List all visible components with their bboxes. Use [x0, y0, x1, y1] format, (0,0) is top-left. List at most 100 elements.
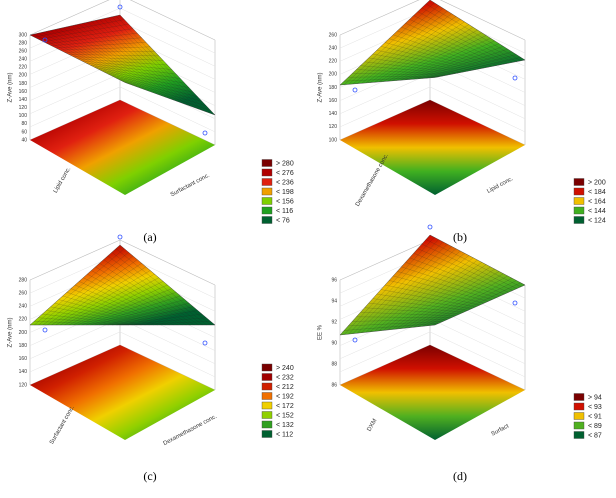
mesh-line: [90, 65, 181, 79]
z-tick-label: 300: [19, 32, 28, 38]
legend-label: < 76: [276, 217, 290, 224]
z-tick-label: 86: [331, 382, 337, 388]
z-axis-title: Z-Ave (nm): [8, 318, 14, 348]
z-tick-label: 120: [19, 105, 28, 111]
mesh-line: [112, 313, 203, 326]
legend-label: > 200: [588, 179, 606, 186]
legend-swatch: [261, 382, 273, 391]
mesh-line: [422, 51, 513, 79]
mesh-line: [86, 62, 177, 75]
mesh-line: [99, 19, 195, 108]
mesh-line: [421, 7, 517, 62]
mesh-line: [103, 71, 194, 93]
mesh-line: [384, 42, 481, 69]
data-point: [202, 130, 208, 136]
legend-swatch: [573, 402, 585, 411]
legend-swatch: [261, 197, 273, 205]
z-tick-label: 180: [19, 81, 28, 87]
mesh-line: [400, 38, 491, 81]
mesh-line: [87, 22, 183, 104]
x-axis-title: DXM: [367, 418, 379, 433]
legend-label: < 152: [276, 412, 294, 419]
box-edge: [29, 239, 121, 281]
floor-contour: [340, 100, 525, 195]
legend-label: < 112: [276, 431, 293, 438]
mesh-line: [111, 16, 207, 113]
floor-contour: [30, 100, 215, 195]
z-tick-label: 100: [329, 137, 338, 143]
z-tick-label: 260: [19, 290, 28, 296]
legend-label: < 144: [588, 208, 606, 215]
x-axis-title: Surfactant conc.: [49, 405, 76, 446]
legend-label: < 172: [276, 403, 294, 410]
response-surface: [29, 244, 216, 326]
legend-label: < 212: [276, 384, 294, 391]
mesh-line: [91, 270, 187, 326]
mesh-line: [120, 321, 211, 326]
panel: 260 240 220 200 180 160 140 120 100 Z-Ave (nm) Dex…: [318, 0, 606, 244]
box-edge: [119, 239, 216, 286]
y-axis-title: Surfactant conc.: [170, 173, 211, 199]
legend-label: < 232: [276, 374, 294, 381]
legend-swatch: [261, 363, 273, 372]
legend-swatch: [261, 178, 273, 186]
mesh-line: [95, 266, 191, 326]
legend-swatch: [261, 420, 273, 429]
legend-swatch: [261, 430, 273, 438]
z-tick-label: 220: [19, 65, 28, 71]
mesh-line: [404, 40, 495, 81]
z-tick-label: 100: [19, 113, 28, 119]
mesh-line: [413, 15, 509, 64]
legend-swatch: [261, 373, 273, 381]
mesh-line: [107, 73, 198, 97]
mesh-line: [116, 317, 207, 326]
mesh-line: [81, 60, 172, 70]
mesh-line: [405, 23, 501, 65]
data-point: [427, 224, 433, 230]
legend-label: < 93: [588, 404, 602, 411]
legend-label: < 87: [588, 432, 602, 439]
z-axis-title: Z-Ave (nm): [8, 73, 14, 103]
box-edge: [29, 0, 110, 36]
legend-swatch: [573, 197, 585, 205]
z-axis-title: Z-Ave (nm): [318, 73, 324, 103]
mesh-line: [409, 257, 505, 295]
mesh-line: [83, 23, 179, 102]
panel: 280 260 240 220 200 180 160 140 120 Z-Ave (nm) Sur…: [8, 234, 294, 483]
z-tick-label: 280: [19, 40, 28, 46]
z-tick-label: 120: [19, 382, 28, 388]
legend-label: < 89: [588, 423, 602, 430]
z-tick-label: 120: [329, 124, 338, 130]
data-point: [352, 337, 358, 343]
z-tick-label: 180: [329, 85, 338, 91]
mesh-line: [87, 273, 183, 326]
box-edge: [129, 0, 216, 41]
mesh-line: [401, 266, 497, 298]
x-axis-title: Lipid conc.: [53, 166, 73, 194]
box-edge: [339, 0, 420, 36]
panel-label: (d): [453, 469, 467, 483]
legend-swatch: [573, 187, 585, 196]
panel-label: (c): [143, 469, 156, 483]
z-tick-label: 80: [21, 121, 27, 127]
mesh-line: [413, 46, 504, 80]
legend-swatch: [261, 168, 273, 177]
data-point: [512, 300, 518, 306]
mesh-line: [103, 306, 194, 326]
legend-swatch: [573, 206, 585, 215]
legend-swatch: [261, 411, 273, 419]
z-tick-label: 260: [329, 32, 338, 38]
mesh-line: [120, 80, 211, 111]
mesh-line: [430, 282, 521, 326]
z-tick-label: 220: [329, 59, 338, 65]
mesh-line: [74, 24, 171, 99]
legend-swatch: [261, 206, 273, 215]
legend-label: < 132: [276, 422, 294, 429]
panel: 96 94 92 90 88 86 EE % DXM Surfact > 94 < 93 < 91 < …: [318, 224, 602, 483]
data-point: [352, 87, 358, 93]
data-point: [117, 4, 123, 10]
legend-swatch: [573, 393, 585, 401]
x-axis-title: Dexamethasone conc.: [355, 153, 390, 208]
mesh-line: [409, 43, 500, 80]
